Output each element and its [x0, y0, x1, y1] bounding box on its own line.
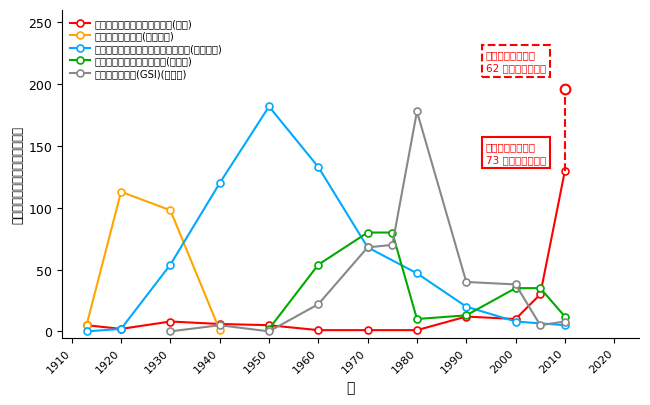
理研仁科加速器研究センター(日本) [512, 317, 519, 322]
重イオン研究所(GSI)(ドイツ) [561, 319, 569, 324]
X-axis label: 年: 年 [346, 380, 354, 394]
ケンブリッジ大学(イギリス) [117, 190, 125, 195]
ドゥブナ合同原子核研究所(ロシア) [462, 313, 470, 318]
ドゥブナ合同原子核研究所(ロシア) [512, 286, 519, 291]
Line: 重イオン研究所(GSI)(ドイツ): 重イオン研究所(GSI)(ドイツ) [167, 109, 568, 335]
ローレンス・バークレー国立研究所(アメリカ) [166, 262, 174, 267]
理研仁科加速器研究センター(日本) [265, 323, 273, 328]
重イオン研究所(GSI)(ドイツ) [512, 282, 519, 287]
Line: ローレンス・バークレー国立研究所(アメリカ): ローレンス・バークレー国立研究所(アメリカ) [83, 104, 568, 335]
ドゥブナ合同原子核研究所(ロシア) [536, 286, 544, 291]
Text: 更に現在解析中の
62 種を含めた見込: 更に現在解析中の 62 種を含めた見込 [486, 50, 546, 73]
ローレンス・バークレー国立研究所(アメリカ) [462, 305, 470, 309]
理研仁科加速器研究センター(日本) [315, 328, 322, 333]
ローレンス・バークレー国立研究所(アメリカ) [364, 245, 372, 250]
理研仁科加速器研究センター(日本) [561, 169, 569, 174]
ローレンス・バークレー国立研究所(アメリカ) [117, 327, 125, 332]
ローレンス・バークレー国立研究所(アメリカ) [83, 329, 90, 334]
ローレンス・バークレー国立研究所(アメリカ) [315, 165, 322, 170]
理研仁科加速器研究センター(日本) [166, 319, 174, 324]
重イオン研究所(GSI)(ドイツ) [364, 245, 372, 250]
ドゥブナ合同原子核研究所(ロシア) [561, 314, 569, 319]
ケンブリッジ大学(イギリス) [166, 208, 174, 213]
ドゥブナ合同原子核研究所(ロシア) [364, 230, 372, 235]
理研仁科加速器研究センター(日本) [83, 323, 90, 328]
理研仁科加速器研究センター(日本) [364, 328, 372, 333]
Line: ケンブリッジ大学(イギリス): ケンブリッジ大学(イギリス) [83, 189, 223, 334]
Legend: 理研仁科加速器研究センター(日本), ケンブリッジ大学(イギリス), ローレンス・バークレー国立研究所(アメリカ), ドゥブナ合同原子核研究所(ロシア), 重イ: 理研仁科加速器研究センター(日本), ケンブリッジ大学(イギリス), ローレンス… [67, 16, 226, 82]
ケンブリッジ大学(イギリス) [83, 323, 90, 328]
ローレンス・バークレー国立研究所(アメリカ) [265, 105, 273, 110]
理研仁科加速器研究センター(日本) [413, 328, 421, 333]
重イオン研究所(GSI)(ドイツ) [462, 280, 470, 285]
ケンブリッジ大学(イギリス) [216, 328, 224, 333]
Line: ドゥブナ合同原子核研究所(ロシア): ドゥブナ合同原子核研究所(ロシア) [266, 230, 568, 333]
重イオン研究所(GSI)(ドイツ) [389, 243, 396, 248]
ドゥブナ合同原子核研究所(ロシア) [389, 230, 396, 235]
ドゥブナ合同原子核研究所(ロシア) [265, 327, 273, 332]
重イオン研究所(GSI)(ドイツ) [216, 323, 224, 328]
重イオン研究所(GSI)(ドイツ) [166, 329, 174, 334]
ローレンス・バークレー国立研究所(アメリカ) [413, 271, 421, 276]
理研仁科加速器研究センター(日本) [216, 322, 224, 326]
理研仁科加速器研究センター(日本) [462, 314, 470, 319]
Text: 今回論文発表した
73 種を含む発見数: 今回論文発表した 73 種を含む発見数 [486, 142, 546, 165]
理研仁科加速器研究センター(日本) [536, 292, 544, 297]
Line: 理研仁科加速器研究センター(日本): 理研仁科加速器研究センター(日本) [83, 168, 568, 334]
Y-axis label: 新同位元素発見数（１０年毎）: 新同位元素発見数（１０年毎） [11, 126, 24, 223]
ローレンス・バークレー国立研究所(アメリカ) [561, 323, 569, 328]
ドゥブナ合同原子核研究所(ロシア) [315, 262, 322, 267]
ローレンス・バークレー国立研究所(アメリカ) [216, 181, 224, 186]
重イオン研究所(GSI)(ドイツ) [536, 323, 544, 328]
重イオン研究所(GSI)(ドイツ) [413, 110, 421, 115]
重イオン研究所(GSI)(ドイツ) [315, 302, 322, 307]
ローレンス・バークレー国立研究所(アメリカ) [512, 319, 519, 324]
重イオン研究所(GSI)(ドイツ) [265, 329, 273, 334]
ドゥブナ合同原子核研究所(ロシア) [413, 317, 421, 322]
理研仁科加速器研究センター(日本) [117, 327, 125, 332]
